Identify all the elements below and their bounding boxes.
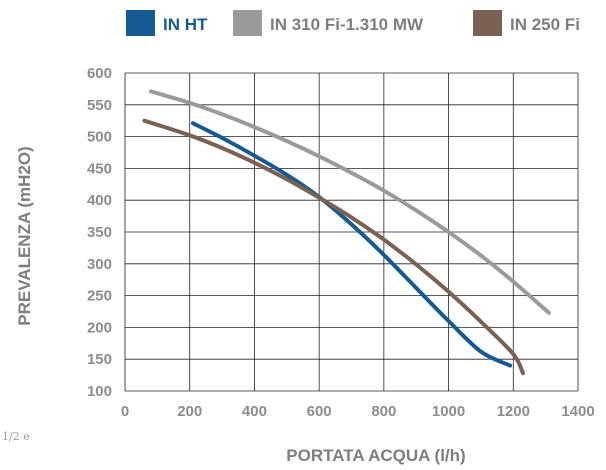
- x-tick-label: 800: [371, 403, 396, 420]
- y-tick-label: 450: [87, 160, 112, 177]
- y-tick-label: 400: [87, 192, 112, 209]
- legend-label: IN HT: [163, 15, 208, 34]
- x-tick-label: 400: [242, 403, 267, 420]
- legend: IN HT IN 310 Fi-1.310 MW IN 250 Fi: [126, 10, 580, 36]
- y-tick-label: 350: [87, 224, 112, 241]
- x-tick-label: 200: [177, 403, 202, 420]
- x-tick-label: 600: [307, 403, 332, 420]
- series-line-in-310-fi-1-310-mw: [148, 89, 551, 315]
- series-lines: [142, 89, 551, 376]
- series-line-in-ht: [190, 121, 513, 368]
- y-tick-label: 600: [87, 65, 112, 82]
- legend-swatch: [233, 10, 262, 36]
- y-tick-label: 250: [87, 288, 112, 305]
- y-tick-labels: 100 150 200 250 300 350 400 450 500 550 600: [87, 65, 112, 400]
- x-tick-label: 0: [121, 403, 129, 420]
- legend-item-in-250-fi[interactable]: IN 250 Fi: [473, 10, 580, 36]
- y-tick-label: 500: [87, 129, 112, 146]
- legend-swatch: [473, 10, 502, 36]
- legend-item-in-310-fi-1-310-mw[interactable]: IN 310 Fi-1.310 MW: [233, 10, 424, 36]
- x-tick-label: 1000: [432, 403, 465, 420]
- y-tick-label: 550: [87, 97, 112, 114]
- legend-swatch: [126, 10, 155, 36]
- x-tick-labels: 0 200 400 600 800 1000 1200 1400: [121, 403, 595, 420]
- grid: [124, 72, 579, 392]
- y-axis-title: PREVALENZA (mH2O): [15, 146, 34, 325]
- legend-label: IN 250 Fi: [510, 15, 580, 34]
- legend-item-in-ht[interactable]: IN HT: [126, 10, 208, 36]
- legend-label: IN 310 Fi-1.310 MW: [270, 15, 424, 34]
- y-tick-label: 300: [87, 256, 112, 273]
- y-tick-label: 100: [87, 383, 112, 400]
- series-line-in-250-fi: [142, 118, 525, 376]
- y-tick-label: 150: [87, 351, 112, 368]
- x-axis-title: PORTATA ACQUA (l/h): [286, 446, 465, 465]
- x-tick-label: 1400: [561, 403, 594, 420]
- x-tick-label: 1200: [497, 403, 530, 420]
- side-note: 1/2 e: [2, 430, 30, 443]
- y-tick-label: 200: [87, 319, 112, 336]
